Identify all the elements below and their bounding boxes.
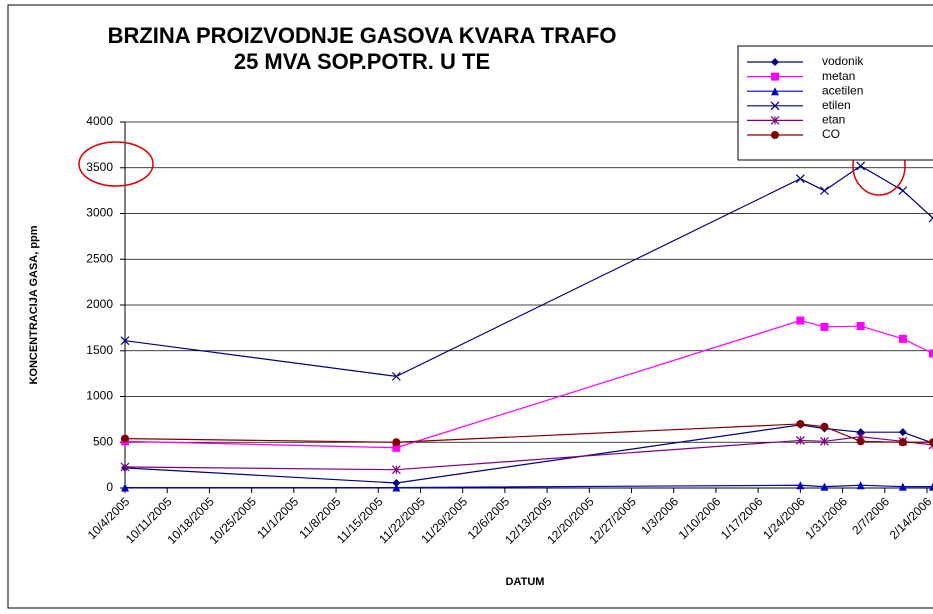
marker [898, 186, 908, 196]
x-axis-title: DATUM [506, 576, 545, 588]
marker [856, 322, 865, 331]
chart-title: BRZINA PROIZVODNJE GASOVA KVARA TRAFO [108, 23, 617, 48]
marker [929, 349, 933, 358]
marker [392, 478, 401, 487]
legend-label: CO [822, 127, 840, 141]
y-tick-label: 3000 [86, 206, 113, 220]
marker [770, 101, 780, 111]
marker [121, 483, 129, 492]
y-tick-label: 3500 [86, 160, 113, 174]
marker [795, 435, 805, 445]
marker [820, 422, 829, 431]
marker [820, 186, 829, 196]
plot-area [120, 161, 933, 492]
marker [898, 438, 907, 447]
marker [820, 322, 829, 331]
marker [771, 87, 779, 96]
marker [391, 465, 401, 475]
marker [929, 482, 933, 491]
marker [796, 419, 805, 428]
y-tick-label: 2000 [86, 297, 113, 311]
marker [898, 334, 907, 343]
marker [820, 482, 829, 491]
y-axis-title: KONCENTRACIJA GASA, ppm [28, 225, 40, 384]
marker [120, 462, 130, 472]
marker [856, 161, 866, 171]
marker [856, 437, 865, 446]
marker [771, 72, 779, 81]
chart-title: 25 MVA SOP.POTR. U TE [234, 49, 490, 74]
legend-label: etan [822, 113, 845, 127]
marker [392, 438, 401, 447]
y-tick-label: 0 [106, 480, 113, 494]
y-tick-label: 2500 [86, 251, 113, 265]
legend-label: acetilen [822, 83, 863, 97]
marker [796, 481, 805, 490]
marker [795, 174, 805, 184]
marker [929, 438, 933, 447]
marker [121, 434, 129, 443]
marker [898, 428, 907, 437]
marker [120, 336, 130, 346]
marker [771, 131, 779, 139]
marker [771, 58, 779, 66]
y-tick-label: 1500 [86, 343, 113, 357]
y-tick-label: 500 [93, 434, 113, 448]
marker [392, 483, 401, 492]
marker [770, 115, 780, 125]
annotation-circle [78, 141, 154, 187]
legend-box [737, 45, 933, 161]
marker [898, 482, 907, 491]
marker [928, 213, 933, 223]
y-tick-label: 4000 [86, 114, 113, 128]
marker [392, 443, 401, 452]
legend-label: metan [822, 69, 855, 83]
marker [820, 436, 829, 446]
marker [796, 316, 805, 325]
legend-label: etilen [822, 98, 851, 112]
marker [391, 371, 401, 381]
y-tick-label: 1000 [86, 389, 113, 403]
legend-label: vodonik [822, 54, 864, 68]
marker [856, 481, 865, 490]
